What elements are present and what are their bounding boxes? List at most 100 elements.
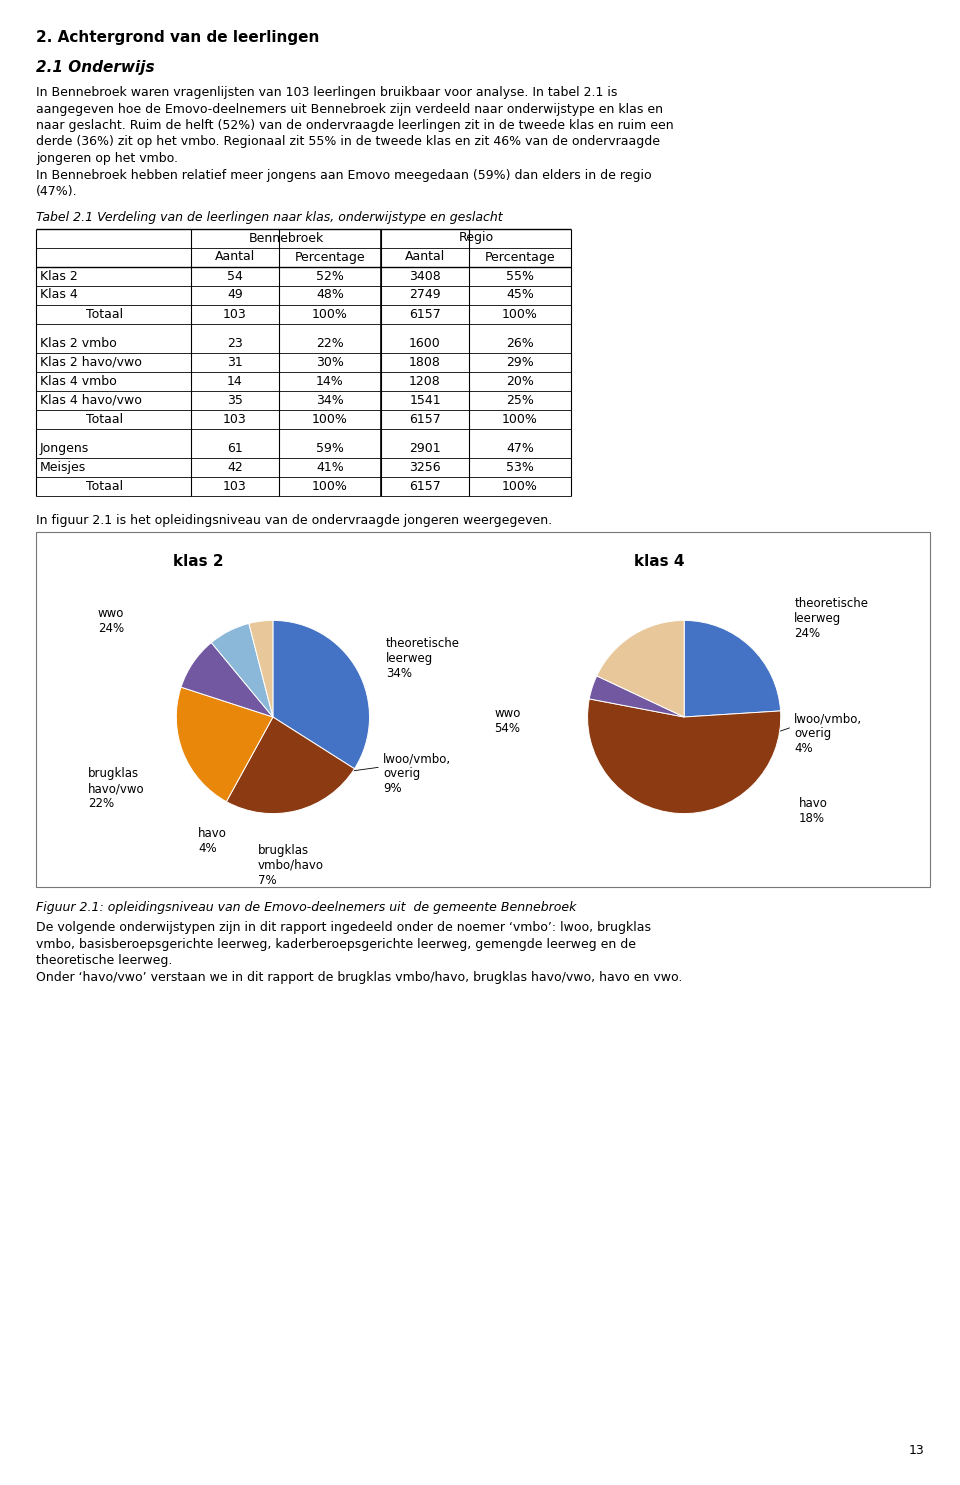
Text: 1600: 1600 bbox=[409, 337, 441, 350]
Text: Klas 4 havo/vwo: Klas 4 havo/vwo bbox=[40, 394, 142, 407]
Text: 31: 31 bbox=[228, 356, 243, 368]
Text: klas 4: klas 4 bbox=[635, 554, 684, 569]
Text: lwoo/vmbo,
overig
4%: lwoo/vmbo, overig 4% bbox=[794, 711, 862, 754]
Text: 59%: 59% bbox=[316, 443, 344, 456]
Text: De volgende onderwijstypen zijn in dit rapport ingedeeld onder de noemer ‘vmbo’:: De volgende onderwijstypen zijn in dit r… bbox=[36, 921, 651, 934]
Wedge shape bbox=[273, 621, 370, 769]
Text: Klas 2 havo/vwo: Klas 2 havo/vwo bbox=[40, 356, 142, 368]
Text: Klas 4: Klas 4 bbox=[40, 288, 78, 301]
Text: 14%: 14% bbox=[316, 374, 344, 388]
Text: 20%: 20% bbox=[506, 374, 534, 388]
Wedge shape bbox=[684, 621, 780, 717]
Text: 100%: 100% bbox=[312, 481, 348, 493]
Text: lwoo/vmbo,
overig
9%: lwoo/vmbo, overig 9% bbox=[383, 751, 451, 794]
Text: Totaal: Totaal bbox=[86, 481, 123, 493]
Text: theoretische
leerweg
24%: theoretische leerweg 24% bbox=[794, 597, 868, 640]
Text: 2. Achtergrond van de leerlingen: 2. Achtergrond van de leerlingen bbox=[36, 30, 320, 45]
Wedge shape bbox=[227, 717, 354, 814]
Text: In Bennebroek waren vragenlijsten van 103 leerlingen bruikbaar voor analyse. In : In Bennebroek waren vragenlijsten van 10… bbox=[36, 86, 617, 99]
Text: brugklas
vmbo/havo
7%: brugklas vmbo/havo 7% bbox=[258, 843, 324, 887]
Text: wwo
54%: wwo 54% bbox=[494, 707, 520, 735]
Text: 1808: 1808 bbox=[409, 356, 441, 368]
Text: 55%: 55% bbox=[506, 269, 534, 282]
Text: Percentage: Percentage bbox=[295, 251, 366, 263]
Text: (47%).: (47%). bbox=[36, 186, 78, 198]
Wedge shape bbox=[177, 688, 273, 802]
Text: 34%: 34% bbox=[316, 394, 344, 407]
Text: 100%: 100% bbox=[502, 413, 538, 426]
Text: 45%: 45% bbox=[506, 288, 534, 301]
Text: havo
18%: havo 18% bbox=[799, 797, 828, 826]
Text: Jongens: Jongens bbox=[40, 443, 89, 456]
Text: theoretische
leerweg
34%: theoretische leerweg 34% bbox=[386, 637, 460, 680]
Text: Tabel 2.1 Verdeling van de leerlingen naar klas, onderwijstype en geslacht: Tabel 2.1 Verdeling van de leerlingen na… bbox=[36, 211, 503, 224]
Text: 54: 54 bbox=[228, 269, 243, 282]
Text: 13: 13 bbox=[908, 1443, 924, 1457]
Text: 3256: 3256 bbox=[409, 462, 441, 474]
Wedge shape bbox=[249, 621, 273, 717]
Text: Aantal: Aantal bbox=[405, 251, 445, 263]
Text: Meisjes: Meisjes bbox=[40, 462, 86, 474]
Text: 6157: 6157 bbox=[409, 307, 441, 321]
Text: klas 2: klas 2 bbox=[173, 554, 224, 569]
Text: derde (36%) zit op het vmbo. Regionaal zit 55% in de tweede klas en zit 46% van : derde (36%) zit op het vmbo. Regionaal z… bbox=[36, 135, 660, 148]
Text: 47%: 47% bbox=[506, 443, 534, 456]
Text: Totaal: Totaal bbox=[86, 413, 123, 426]
Text: 100%: 100% bbox=[312, 307, 348, 321]
Text: brugklas
havo/vwo
22%: brugklas havo/vwo 22% bbox=[88, 766, 145, 809]
Text: In Bennebroek hebben relatief meer jongens aan Emovo meegedaan (59%) dan elders : In Bennebroek hebben relatief meer jonge… bbox=[36, 168, 652, 181]
Text: 2.1 Onderwijs: 2.1 Onderwijs bbox=[36, 59, 155, 76]
Text: 1541: 1541 bbox=[409, 394, 441, 407]
Text: 53%: 53% bbox=[506, 462, 534, 474]
Text: wwo
24%: wwo 24% bbox=[98, 607, 124, 636]
Text: 23: 23 bbox=[228, 337, 243, 350]
Text: Totaal: Totaal bbox=[86, 307, 123, 321]
Text: Onder ‘havo/vwo’ verstaan we in dit rapport de brugklas vmbo/havo, brugklas havo: Onder ‘havo/vwo’ verstaan we in dit rapp… bbox=[36, 971, 683, 985]
Text: Klas 2: Klas 2 bbox=[40, 269, 78, 282]
Text: Klas 2 vmbo: Klas 2 vmbo bbox=[40, 337, 117, 350]
FancyBboxPatch shape bbox=[36, 533, 930, 888]
Text: 35: 35 bbox=[228, 394, 243, 407]
Text: 6157: 6157 bbox=[409, 481, 441, 493]
Text: Aantal: Aantal bbox=[215, 251, 255, 263]
Text: 100%: 100% bbox=[312, 413, 348, 426]
Text: vmbo, basisberoepsgerichte leerweg, kaderberoepsgerichte leerweg, gemengde leerw: vmbo, basisberoepsgerichte leerweg, kade… bbox=[36, 939, 636, 950]
Text: 61: 61 bbox=[228, 443, 243, 456]
Text: 48%: 48% bbox=[316, 288, 344, 301]
Text: 29%: 29% bbox=[506, 356, 534, 368]
Text: 6157: 6157 bbox=[409, 413, 441, 426]
Text: 2901: 2901 bbox=[409, 443, 441, 456]
Text: 100%: 100% bbox=[502, 307, 538, 321]
Wedge shape bbox=[181, 643, 273, 717]
Text: 49: 49 bbox=[228, 288, 243, 301]
Text: 1208: 1208 bbox=[409, 374, 441, 388]
Text: jongeren op het vmbo.: jongeren op het vmbo. bbox=[36, 151, 178, 165]
Text: In figuur 2.1 is het opleidingsniveau van de ondervraagde jongeren weergegeven.: In figuur 2.1 is het opleidingsniveau va… bbox=[36, 514, 552, 527]
Text: 22%: 22% bbox=[316, 337, 344, 350]
Text: 30%: 30% bbox=[316, 356, 344, 368]
Text: Regio: Regio bbox=[459, 232, 493, 245]
Text: 103: 103 bbox=[223, 307, 247, 321]
Text: 41%: 41% bbox=[316, 462, 344, 474]
Text: naar geslacht. Ruim de helft (52%) van de ondervraagde leerlingen zit in de twee: naar geslacht. Ruim de helft (52%) van d… bbox=[36, 119, 674, 132]
Text: aangegeven hoe de Emovo-deelnemers uit Bennebroek zijn verdeeld naar onderwijsty: aangegeven hoe de Emovo-deelnemers uit B… bbox=[36, 102, 663, 116]
Wedge shape bbox=[589, 676, 684, 717]
Wedge shape bbox=[588, 699, 780, 814]
Text: 26%: 26% bbox=[506, 337, 534, 350]
Text: Klas 4 vmbo: Klas 4 vmbo bbox=[40, 374, 117, 388]
Text: 103: 103 bbox=[223, 413, 247, 426]
Text: 103: 103 bbox=[223, 481, 247, 493]
Text: 3408: 3408 bbox=[409, 269, 441, 282]
Text: Percentage: Percentage bbox=[485, 251, 555, 263]
Text: Figuur 2.1: opleidingsniveau van de Emovo-deelnemers uit  de gemeente Bennebroek: Figuur 2.1: opleidingsniveau van de Emov… bbox=[36, 901, 576, 915]
Text: 14: 14 bbox=[228, 374, 243, 388]
Wedge shape bbox=[211, 624, 273, 717]
Text: 25%: 25% bbox=[506, 394, 534, 407]
Text: Bennebroek: Bennebroek bbox=[249, 232, 324, 245]
Text: 42: 42 bbox=[228, 462, 243, 474]
Text: 100%: 100% bbox=[502, 481, 538, 493]
Text: havo
4%: havo 4% bbox=[198, 827, 227, 855]
Wedge shape bbox=[597, 621, 684, 717]
Text: 52%: 52% bbox=[316, 269, 344, 282]
Text: 2749: 2749 bbox=[409, 288, 441, 301]
